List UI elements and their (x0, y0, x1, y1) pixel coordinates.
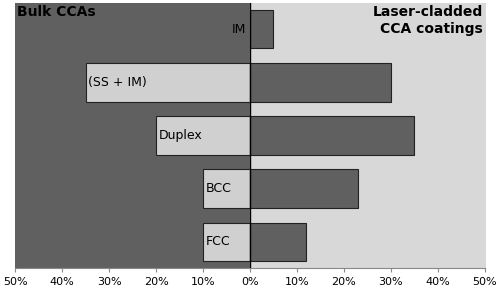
Bar (250, 116, 414, 155)
Bar (156, 116, 250, 155)
Text: (SS + IM): (SS + IM) (88, 76, 146, 89)
Text: IM: IM (232, 23, 246, 36)
Text: Duplex: Duplex (158, 129, 202, 142)
Bar (203, 169, 250, 208)
Text: Laser-cladded
CCA coatings: Laser-cladded CCA coatings (372, 6, 482, 36)
Text: FCC: FCC (206, 235, 230, 248)
Text: Bulk CCAs: Bulk CCAs (18, 6, 96, 19)
Text: BCC: BCC (206, 182, 231, 195)
Bar (250, 169, 358, 208)
Bar (86, 63, 250, 102)
Bar (203, 222, 250, 261)
Bar (250, 10, 274, 48)
Bar (250, 63, 391, 102)
Bar (250, 222, 306, 261)
